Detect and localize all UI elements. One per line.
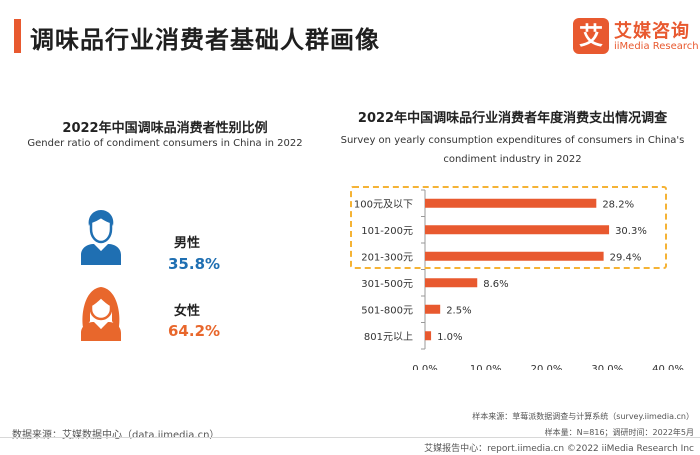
sample-size: 样本量：N=816；调研时间：2022年5月 [544, 428, 694, 437]
footer-divider [0, 437, 700, 438]
brand-logo: 艾 艾媒咨询 iiMedia Research [573, 16, 699, 58]
bar [425, 198, 597, 208]
category-label: 501-800元 [361, 305, 413, 316]
bar [425, 304, 441, 314]
spending-chart-title: 2022年中国调味品行业消费者年度消费支出情况调查 [357, 111, 668, 126]
title-accent-bar [14, 19, 21, 53]
bar-value-label: 8.6% [483, 279, 508, 290]
bar [425, 331, 432, 341]
x-tick-label: 30.0% [591, 364, 623, 370]
x-tick-label: 20.0% [531, 364, 563, 370]
category-label: 101-200元 [361, 226, 413, 237]
spending-subtitle-line2: condiment industry in 2022 [443, 154, 582, 165]
copyright: 艾媒报告中心：report.iimedia.cn ©2022 iiMedia R… [424, 444, 694, 454]
x-tick-label: 10.0% [470, 364, 502, 370]
bar-value-label: 29.4% [610, 252, 642, 263]
male-label: 男性 [174, 236, 201, 251]
category-label: 201-300元 [361, 252, 413, 263]
logo-mark: 艾 [573, 18, 609, 54]
gender-chart-title: 2022年中国调味品消费者性别比例 [62, 121, 268, 136]
sample-source: 样本来源：草莓派数据调查与计算系统（survey.iimedia.cn） [472, 412, 694, 421]
female-value: 64.2% [168, 322, 221, 340]
bar [425, 278, 478, 288]
female-person-icon [81, 287, 121, 341]
x-tick-label: 40.0% [652, 364, 684, 370]
category-label: 100元及以下 [354, 198, 413, 210]
male-value: 35.8% [168, 255, 221, 273]
category-label: 301-500元 [361, 279, 413, 290]
x-tick-label: 0.0% [412, 364, 437, 370]
spending-subtitle-line1: Survey on yearly consumption expenditure… [340, 135, 685, 146]
bar-value-label: 28.2% [602, 199, 634, 210]
male-person-icon [81, 210, 121, 265]
page-title: 调味品行业消费者基础人群画像 [30, 26, 380, 54]
spending-bar-chart: 100元及以下 28.2% 101-200元 30.3% 201-300元 29.4% 30… [354, 189, 684, 370]
bar [425, 251, 604, 261]
logo-name-cn: 艾媒咨询 [614, 21, 690, 42]
bar-value-label: 1.0% [437, 332, 462, 343]
data-source: 数据来源：艾媒数据中心（data.iimedia.cn） [12, 430, 220, 441]
highlight-box [350, 186, 667, 269]
logo-name-en: iiMedia Research [614, 41, 699, 52]
bar-value-label: 30.3% [615, 226, 647, 237]
bar-value-label: 2.5% [446, 305, 471, 316]
category-label: 801元以上 [364, 331, 413, 343]
female-label: 女性 [174, 304, 201, 319]
bar [425, 225, 610, 235]
spending-chart-subtitle: Survey on yearly consumption expenditure… [340, 131, 685, 169]
gender-chart-subtitle: Gender ratio of condiment consumers in C… [27, 138, 303, 149]
